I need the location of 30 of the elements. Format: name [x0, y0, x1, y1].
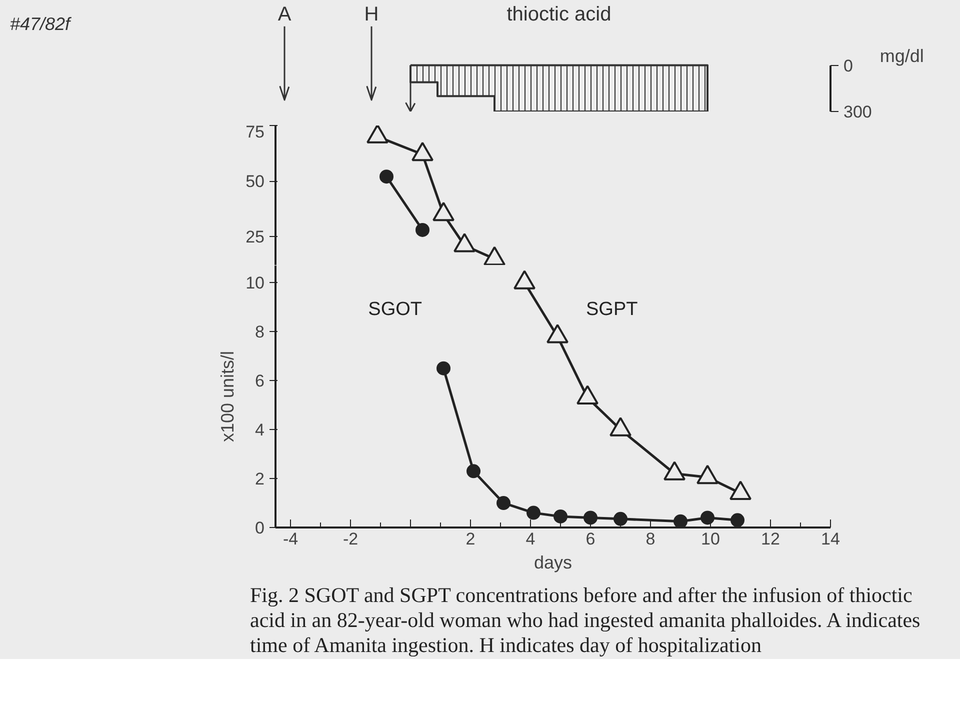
y-axis-title: mg/dl — [880, 46, 924, 66]
y-tick-label: 2 — [255, 470, 265, 489]
ref-line-label: H — [364, 4, 379, 26]
y-tick-label: 8 — [255, 322, 265, 342]
x-tick-label: 14 — [821, 530, 840, 548]
x-tick-label: 12 — [761, 530, 780, 548]
x-tick-label: 10 — [701, 530, 720, 548]
y-tick-label: 10 — [246, 274, 265, 293]
chart-title: thioctic acid — [506, 4, 612, 26]
y-tick-label: 75 — [246, 122, 265, 142]
ref-line-label: A — [278, 4, 292, 26]
text: #47/82f — [10, 13, 70, 36]
x-tick-label: -4 — [282, 530, 298, 548]
x-tick-label: 8 — [646, 530, 656, 548]
y-tick-label: 0 — [255, 518, 265, 538]
y-tick-label: 25 — [246, 228, 265, 247]
x-axis-title: days — [534, 552, 572, 572]
x-tick-label: 2 — [466, 530, 476, 548]
text: SGOT — [368, 299, 422, 320]
x-tick-label: -2 — [342, 530, 358, 548]
y-tick-label: 4 — [255, 420, 265, 440]
y-tick-label: 300 — [844, 102, 872, 122]
x-tick-label: 4 — [526, 530, 536, 548]
series-label: SGPT — [586, 299, 638, 320]
y-tick-label: 50 — [246, 172, 265, 192]
y-tick-label: 6 — [255, 372, 265, 391]
caption: Fig. 2 SGOT and SGPT concentrations before and after the infusion of thioctic acid in an 82-year-old woman who had ingested amanita phalloides. A indicates time of Amanita ingestion. H indicates day of hospitalization — [250, 583, 922, 659]
y-tick-label: 0 — [844, 56, 853, 76]
y-axis-title: x100 units/l — [218, 350, 238, 442]
x-tick-label: 6 — [586, 530, 596, 548]
